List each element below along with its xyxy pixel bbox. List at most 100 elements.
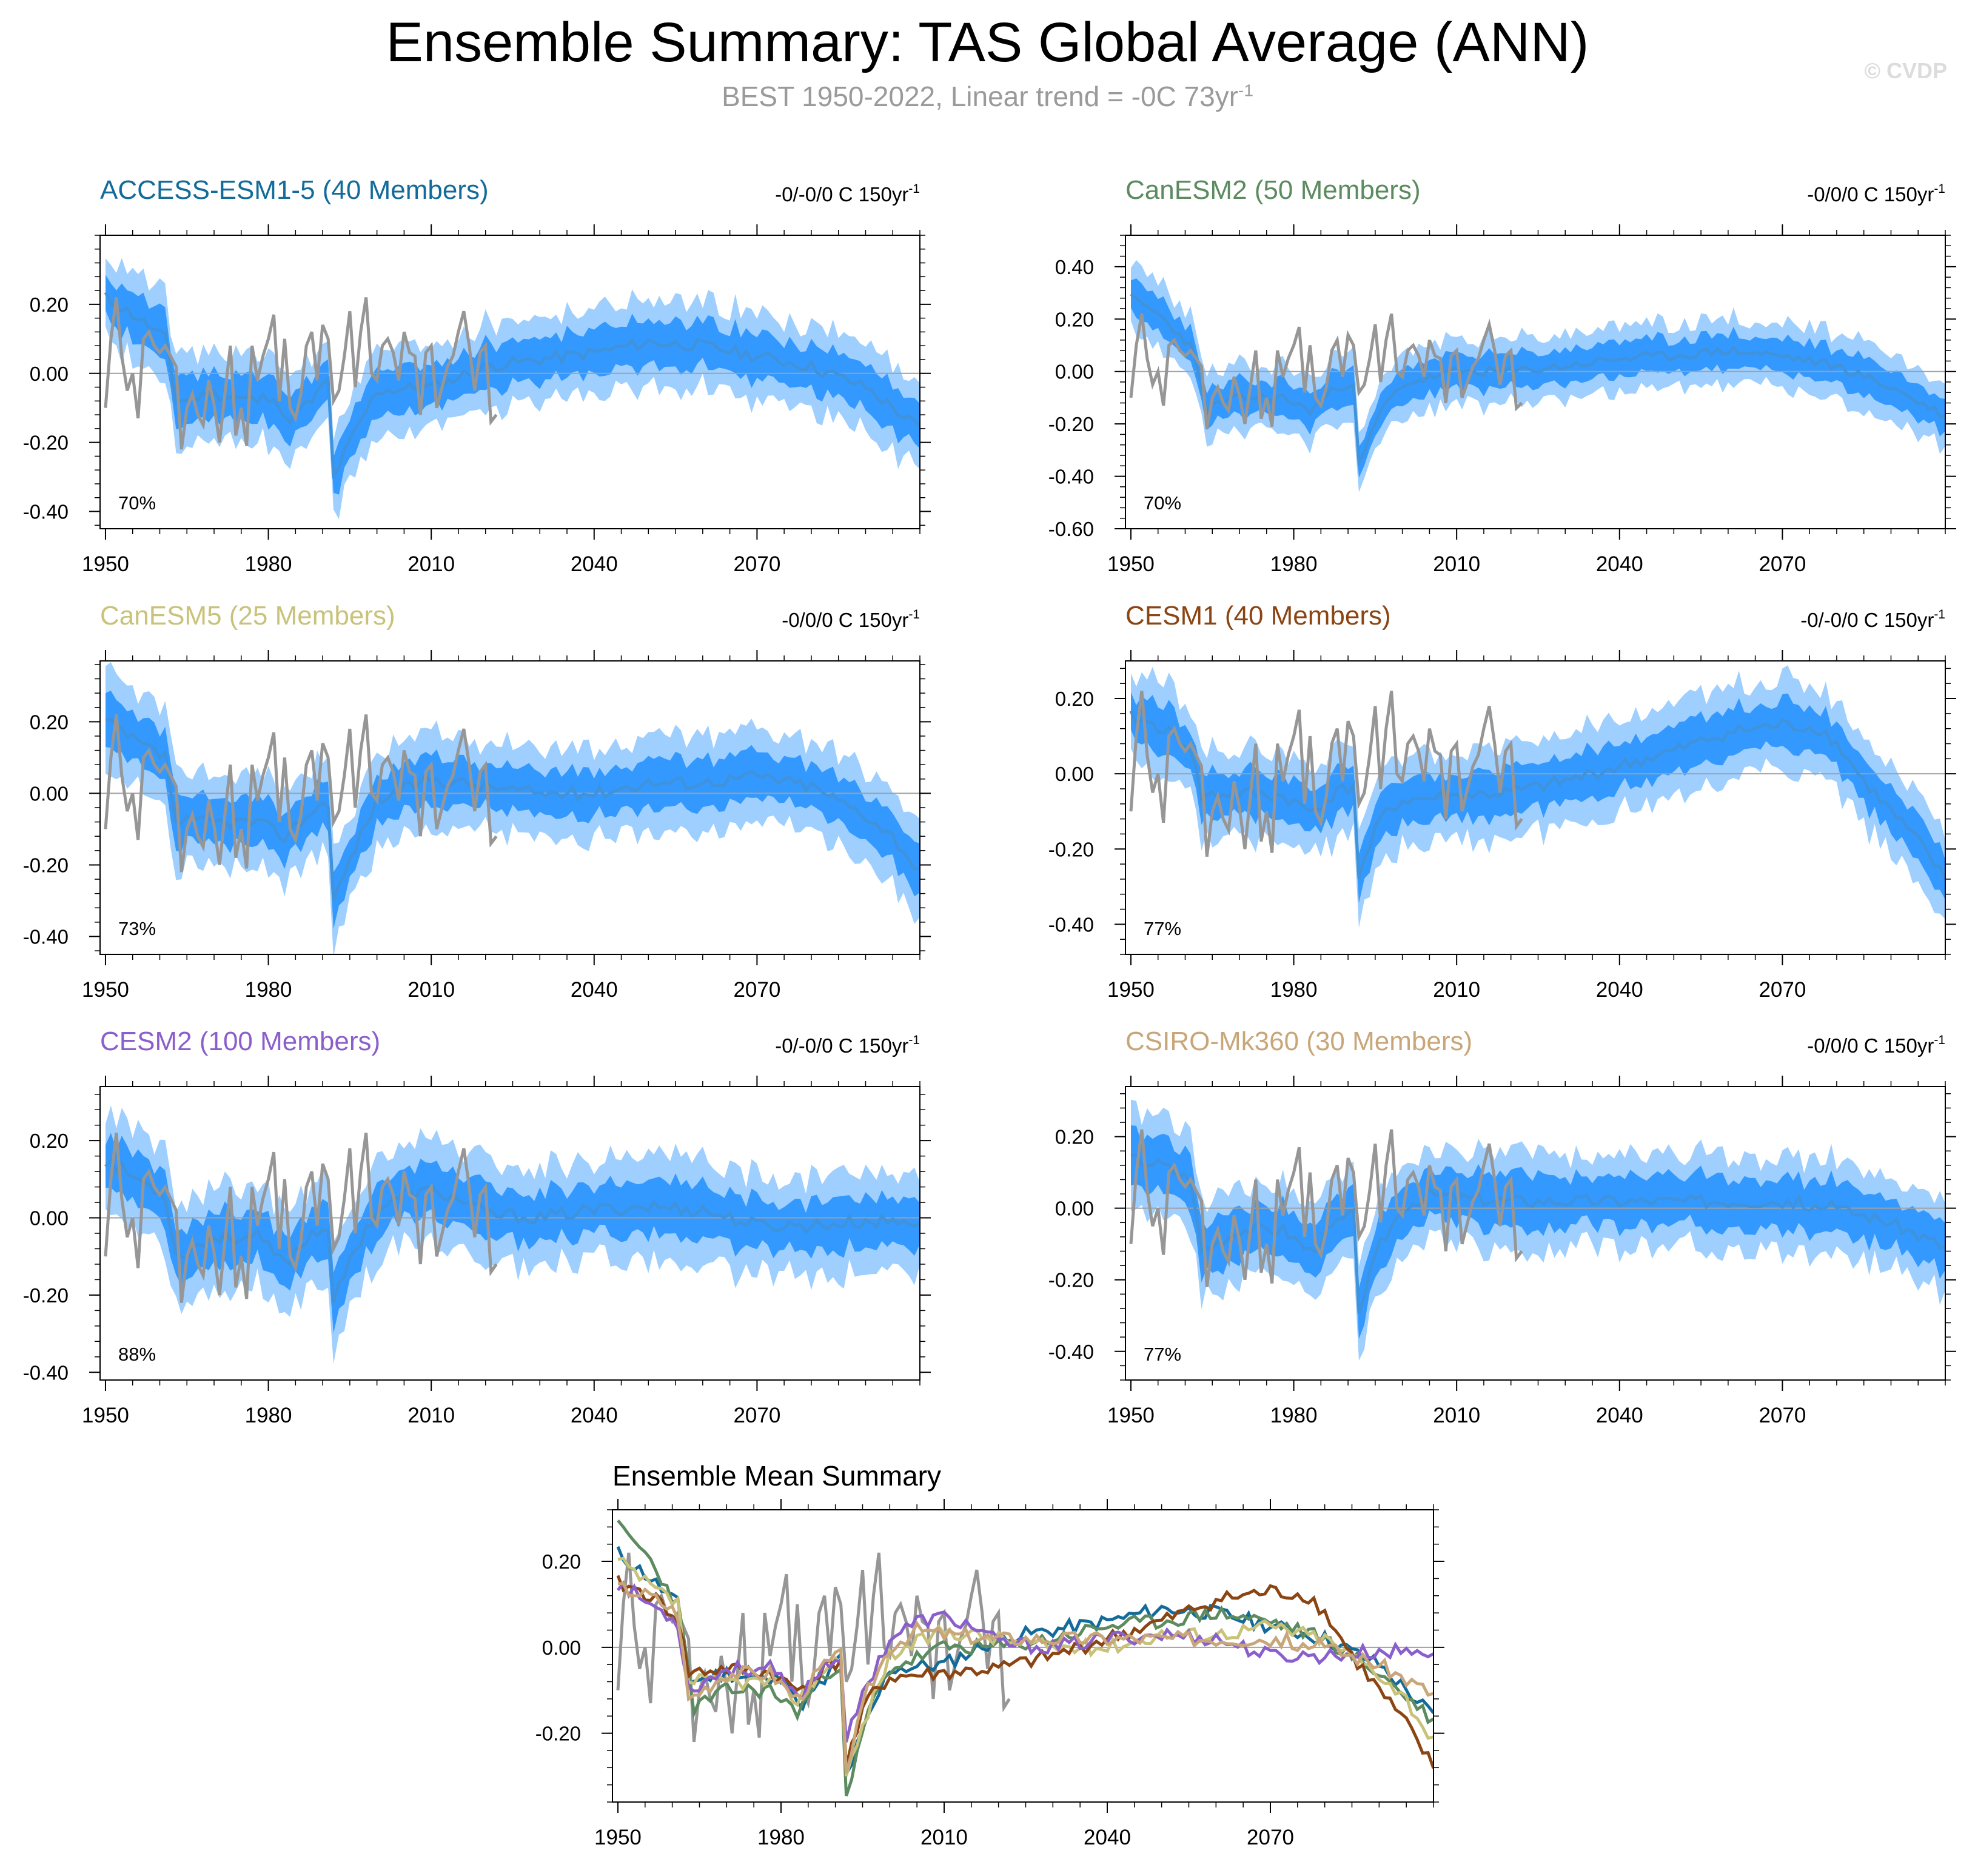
x-tick-label: 1950 <box>82 978 129 1002</box>
panel-title: CESM2 (100 Members) <box>100 1027 380 1056</box>
x-tick-label: 1950 <box>82 552 129 576</box>
y-tick-label: -0.20 <box>1048 838 1094 860</box>
y-tick-label: 0.00 <box>1055 763 1094 785</box>
plot-frame <box>612 1509 1434 1803</box>
y-tick-label: 0.00 <box>542 1636 581 1659</box>
x-tick-label: 1980 <box>245 1404 292 1427</box>
x-tick-label: 2070 <box>1759 978 1806 1002</box>
trend-text: -0/0/0 C 150yr <box>1807 1034 1934 1057</box>
y-tick-label: 0.00 <box>30 363 69 385</box>
ensemble-range-inner <box>106 1133 920 1333</box>
x-tick-label: 1980 <box>245 552 292 576</box>
panel-title: CSIRO-Mk360 (30 Members) <box>1125 1027 1472 1056</box>
ensemble-range-inner <box>106 275 920 495</box>
x-tick-label: 2070 <box>1759 1404 1806 1427</box>
panel-title: CanESM2 (50 Members) <box>1125 175 1421 205</box>
x-tick-label: 2040 <box>571 978 618 1002</box>
trend-label: -0/0/0 C 150yr-1 <box>1807 1033 1945 1057</box>
figure-subtitle: BEST 1950-2022, Linear trend = -0C 73yr-… <box>0 80 1975 113</box>
plot-area <box>1125 1099 1945 1361</box>
plot-area <box>100 662 920 954</box>
trend-exponent: -1 <box>1934 1033 1945 1047</box>
ensemble-range-inner <box>1131 692 1945 903</box>
panel-title: Ensemble Mean Summary <box>612 1460 941 1492</box>
x-tick-label: 1950 <box>1107 978 1155 1002</box>
x-tick-label: 1980 <box>1270 978 1318 1002</box>
x-tick-label: 2040 <box>1596 552 1643 576</box>
x-tick-label: 1980 <box>757 1826 805 1849</box>
x-tick-label: 2070 <box>733 1404 780 1427</box>
x-tick-label: 2040 <box>571 1404 618 1427</box>
x-tick-label: 1950 <box>594 1826 642 1849</box>
percent-label: 88% <box>118 1344 156 1365</box>
panel-ensemble-mean-summary: Ensemble Mean Summary 0.20 0.00 -0.20 1950 19… <box>535 1460 1444 1849</box>
x-tick-label: 1950 <box>1107 552 1155 576</box>
panel-cesm2: CESM2 (100 Members) -0/-0/0 C 150yr-1 88% 0… <box>23 1027 931 1427</box>
y-tick-label: -0.20 <box>23 432 69 454</box>
panel-canesm5: CanESM5 (25 Members) -0/0/0 C 150yr-1 73% 0… <box>23 601 931 1002</box>
x-tick-label: 2010 <box>920 1826 968 1849</box>
trend-text: -0/-0/0 C 150yr <box>775 1034 908 1057</box>
ensemble-range-inner <box>106 691 920 930</box>
ensemble-mean-line <box>104 292 920 480</box>
x-tick-label: 1950 <box>1107 1404 1155 1427</box>
x-tick-label: 2070 <box>1247 1826 1294 1849</box>
y-tick-label: -0.20 <box>1048 413 1094 435</box>
observations-line <box>1129 1129 1523 1287</box>
y-tick-label: 0.20 <box>1055 688 1094 710</box>
observations-line <box>104 1133 498 1303</box>
y-tick-label: -0.60 <box>1048 518 1094 540</box>
trend-label: -0/0/0 C 150yr-1 <box>782 608 920 631</box>
trend-exponent: -1 <box>1934 182 1945 196</box>
trend-text: -0/-0/0 C 150yr <box>1800 609 1934 631</box>
plot-area <box>612 1519 1433 1797</box>
y-tick-label: -0.40 <box>23 1361 69 1384</box>
y-tick-label: 0.20 <box>30 711 69 733</box>
trend-text: -0/0/0 C 150yr <box>1807 183 1934 206</box>
y-tick-label: -0.20 <box>535 1723 581 1745</box>
y-tick-label: 0.20 <box>30 293 69 316</box>
y-tick-label: -0.20 <box>1048 1269 1094 1291</box>
y-tick-label: 0.20 <box>542 1550 581 1573</box>
plot-area <box>1125 665 1945 928</box>
plot-area <box>100 1105 920 1364</box>
y-tick-label: -0.40 <box>1048 466 1094 488</box>
x-tick-label: 2070 <box>1759 552 1806 576</box>
ensemble-range-outer <box>106 662 920 954</box>
y-tick-label: 0.00 <box>1055 361 1094 383</box>
ensemble-range-outer <box>106 258 920 520</box>
percent-label: 70% <box>1144 492 1181 514</box>
x-tick-label: 2040 <box>1596 1404 1643 1427</box>
y-tick-label: 0.40 <box>1055 256 1094 278</box>
ensemble-range-outer <box>1131 1099 1945 1361</box>
y-tick-label: -0.40 <box>23 925 69 948</box>
trend-exponent: -1 <box>908 608 920 621</box>
trend-label: -0/0/0 C 150yr-1 <box>1807 182 1945 206</box>
y-tick-label: 0.00 <box>30 1207 69 1230</box>
series-line-csiro-mk360 <box>617 1581 1433 1774</box>
x-tick-label: 2010 <box>407 1404 455 1427</box>
figure-title: Ensemble Summary: TAS Global Average (AN… <box>386 12 1589 73</box>
subtitle-text: BEST 1950-2022, Linear trend = -0C 73yr <box>722 81 1239 112</box>
series-line-cesm2 <box>617 1580 1433 1743</box>
x-tick-label: 2040 <box>1596 978 1643 1002</box>
panel-csiro-mk360: CSIRO-Mk360 (30 Members) -0/0/0 C 150yr-1… <box>1048 1027 1956 1427</box>
x-tick-label: 2040 <box>571 552 618 576</box>
panel-access-esm1-5: ACCESS-ESM1-5 (40 Members) -0/-0/0 C 150y… <box>23 175 931 576</box>
panel-title: CanESM5 (25 Members) <box>100 601 395 631</box>
trend-label: -0/-0/0 C 150yr-1 <box>1800 608 1945 631</box>
panel-title: CESM1 (40 Members) <box>1125 601 1391 631</box>
y-tick-label: 0.20 <box>30 1130 69 1152</box>
plot-area <box>100 258 920 520</box>
x-tick-label: 2040 <box>1084 1826 1131 1849</box>
trend-exponent: -1 <box>1934 608 1945 621</box>
x-tick-label: 2010 <box>1433 978 1480 1002</box>
plot-frame <box>1125 660 1946 955</box>
ensemble-mean-line <box>1129 710 1945 880</box>
panel-cesm1: CESM1 (40 Members) -0/-0/0 C 150yr-1 77% 0.… <box>1048 601 1956 1002</box>
y-tick-label: 0.00 <box>30 782 69 805</box>
x-tick-label: 1980 <box>1270 1404 1318 1427</box>
subtitle-exponent: -1 <box>1238 81 1253 100</box>
percent-label: 73% <box>118 918 156 939</box>
y-tick-label: 0.20 <box>1055 308 1094 330</box>
